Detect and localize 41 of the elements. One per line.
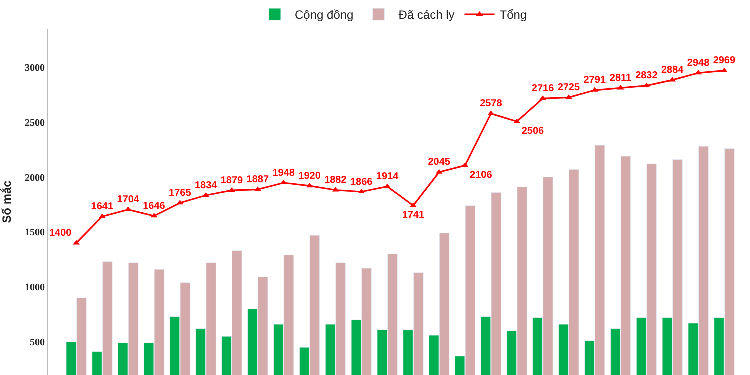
data-label: 1400	[50, 228, 72, 239]
data-label: 1882	[324, 175, 348, 186]
data-label: 1834	[194, 180, 218, 192]
data-label: 2725	[558, 82, 580, 94]
y-tick-label: 500	[30, 338, 45, 349]
data-label: 2832	[636, 70, 658, 82]
y-tick-label: 2000	[25, 172, 45, 184]
point	[73, 240, 80, 245]
data-label: 1914	[376, 171, 400, 182]
data-label: 2791	[584, 75, 606, 86]
data-label: 1866	[350, 176, 374, 188]
data-label: 1948	[272, 168, 296, 179]
data-label: 1765	[169, 188, 192, 199]
data-label: 2106	[470, 170, 493, 181]
data-label: 1920	[298, 170, 322, 182]
y-tick-label: 1000	[25, 282, 45, 294]
data-label: 1641	[91, 201, 114, 212]
point	[695, 70, 702, 75]
data-label: 1879	[220, 175, 244, 186]
point	[540, 96, 546, 100]
y-tick-label: 3000	[25, 62, 45, 74]
data-label: 2716	[532, 83, 555, 94]
data-label: 1741	[402, 210, 425, 221]
point	[384, 184, 391, 188]
data-label: 2506	[522, 126, 545, 137]
data-label: 2948	[687, 58, 710, 69]
data-label: 1646	[143, 200, 166, 212]
data-label: 2578	[480, 98, 503, 110]
data-label: 2811	[610, 72, 632, 84]
y-axis-title: Số mắc	[0, 180, 14, 224]
legend-label: Tổng	[500, 8, 528, 22]
legend-label: Cộng đồng	[295, 8, 354, 22]
y-tick-label: 1500	[25, 228, 45, 239]
y-tick-label: 2500	[25, 118, 45, 129]
data-label: 1704	[117, 194, 140, 206]
legend-label: Đã cách ly	[398, 8, 455, 22]
point	[228, 188, 236, 192]
data-label: 2045	[428, 157, 451, 168]
data-label: 2969	[713, 56, 736, 67]
data-label: 1887	[246, 174, 270, 186]
data-label: 2884	[661, 64, 684, 76]
